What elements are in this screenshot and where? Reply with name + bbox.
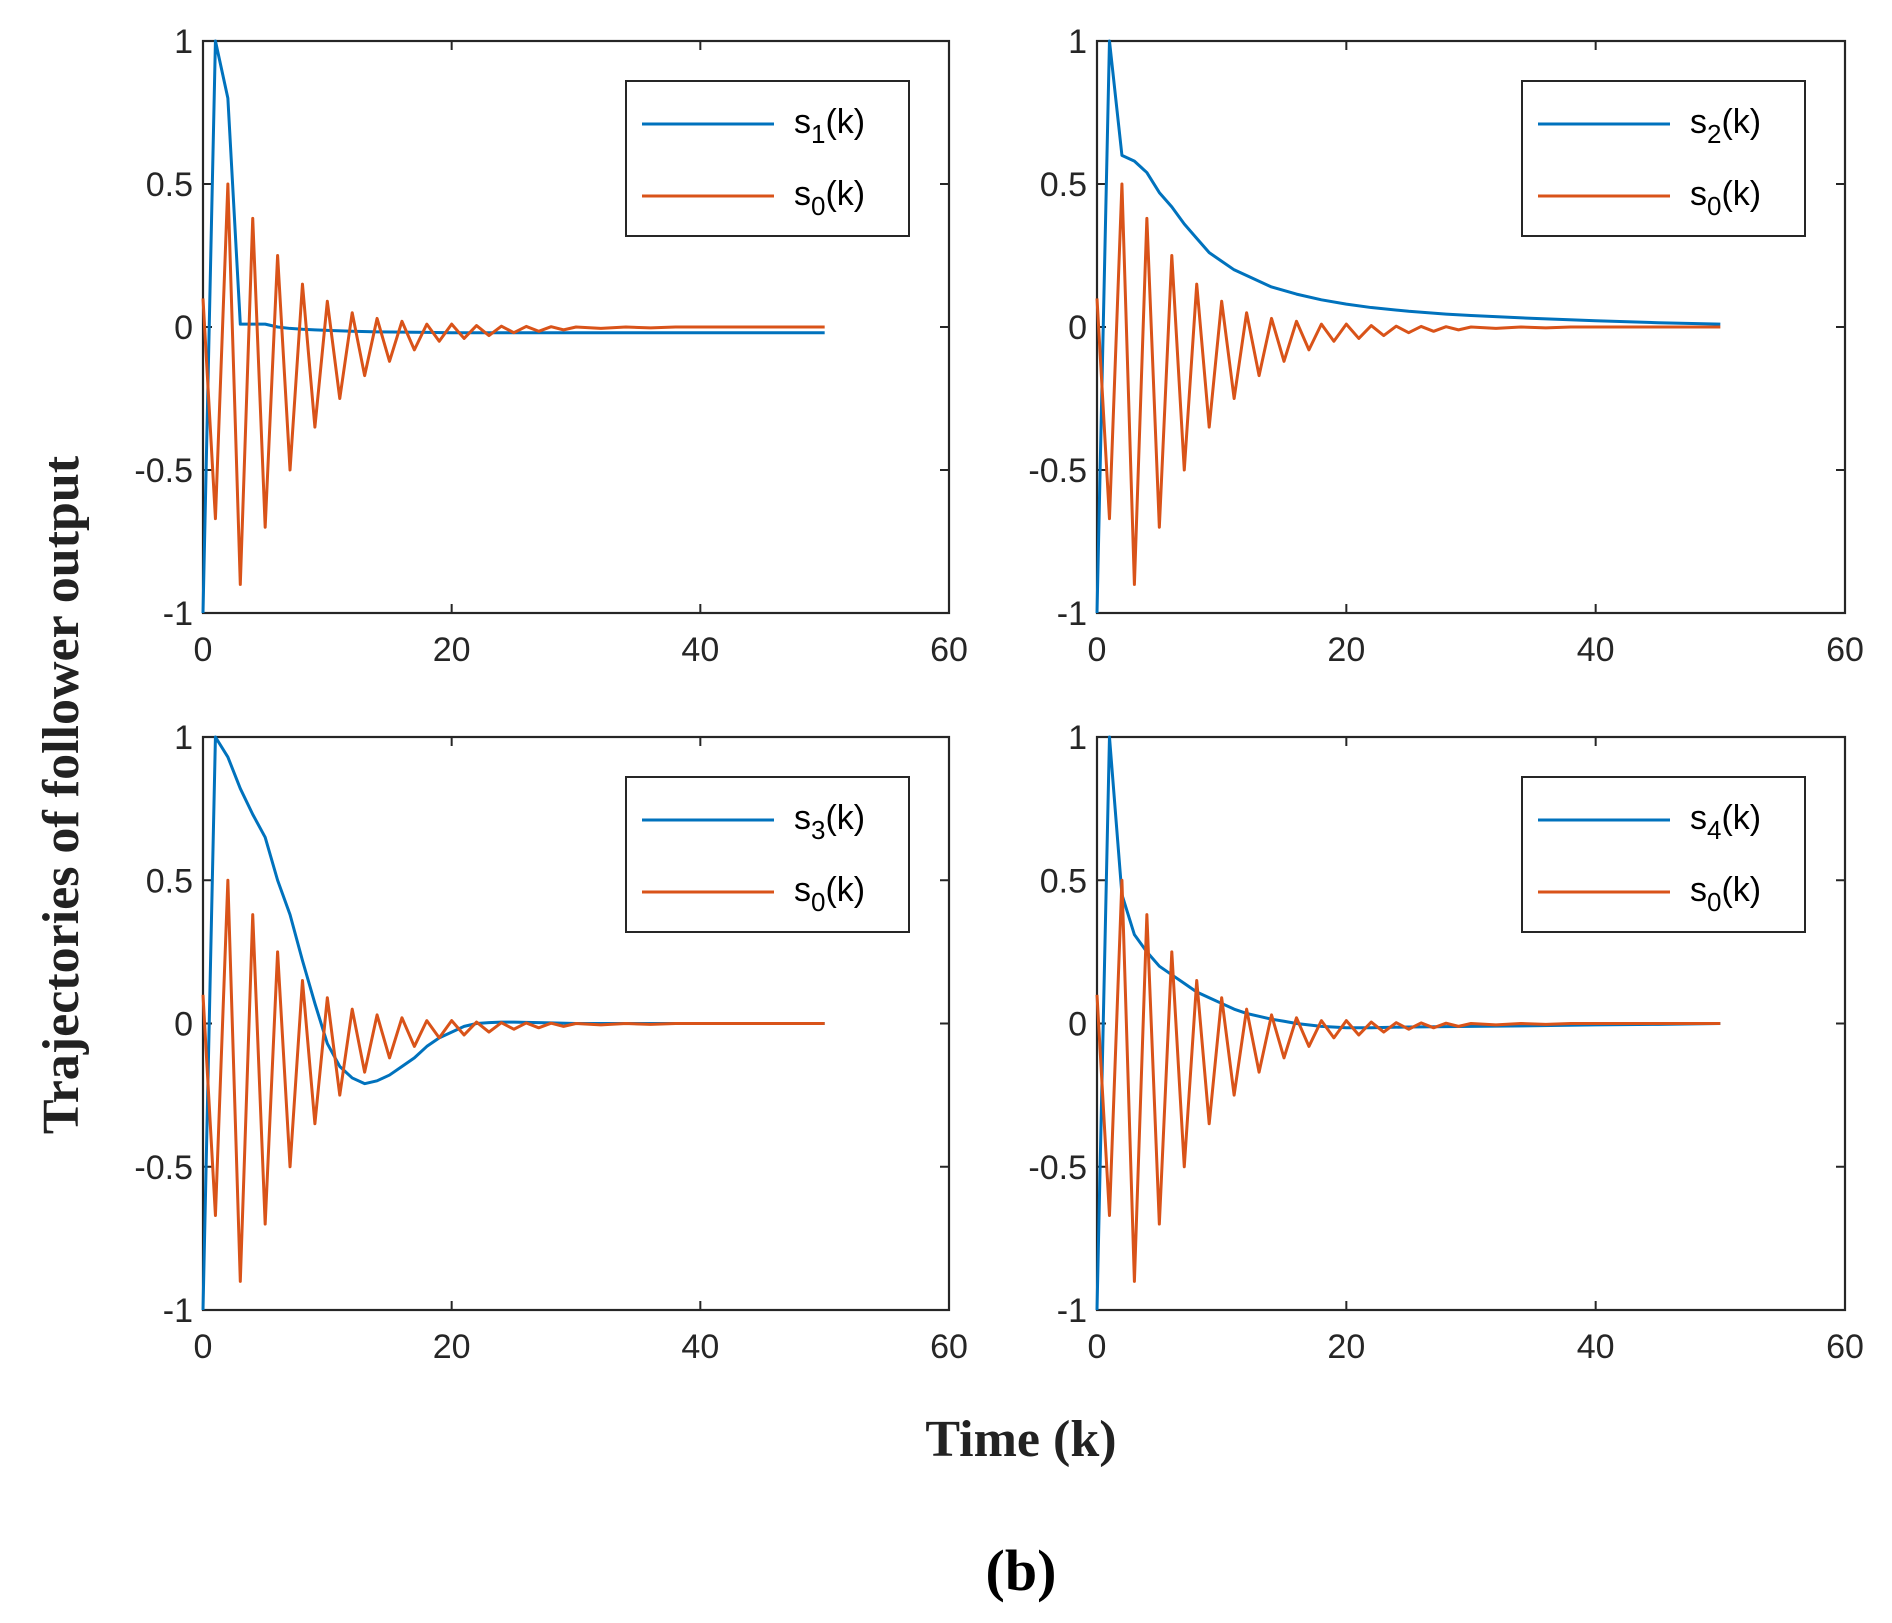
legend-label: s0(k) (794, 871, 865, 917)
y-tick-label: -1 (1057, 595, 1087, 633)
x-tick-label: 20 (1327, 1328, 1365, 1366)
x-tick-label: 0 (1088, 1328, 1107, 1366)
legend-box (625, 80, 910, 237)
x-tick-label: 0 (1088, 631, 1107, 669)
y-tick-label: 1 (1068, 719, 1087, 757)
x-tick-label: 60 (930, 1328, 968, 1366)
y-tick-label: 0.5 (146, 166, 193, 204)
series-line-s0k (1095, 182, 1721, 586)
x-tick-label: 0 (194, 1328, 213, 1366)
x-tick-label: 40 (1577, 631, 1615, 669)
legend-label: s0(k) (794, 175, 865, 221)
y-tick-label: -1 (163, 1292, 193, 1330)
legend-label: s0(k) (1690, 871, 1761, 917)
legend-label: s0(k) (1690, 175, 1761, 221)
y-tick-label: -0.5 (134, 452, 193, 490)
subplot-4: 0 20 40 60 -1 -0.5 0 0.5 1 s4(k) s0(k) (1028, 719, 1864, 1366)
y-axis-title: Trajectories of follower output (33, 455, 90, 1134)
legend-label: s1(k) (794, 103, 865, 149)
legend-label: s4(k) (1690, 799, 1761, 845)
series-line-s1k (201, 39, 825, 614)
legend-label: s2(k) (1690, 103, 1761, 149)
legend: s2(k) s0(k) (1521, 80, 1806, 237)
x-tick-label: 60 (1826, 1328, 1864, 1366)
subplot-3: 0 20 40 60 -1 -0.5 0 0.5 1 s3(k) s0(k) (134, 719, 968, 1366)
panel-label: (b) (986, 1538, 1057, 1603)
legend-box (625, 776, 910, 933)
x-axis-title: Time (k) (925, 1411, 1116, 1468)
legend: s3(k) s0(k) (625, 776, 910, 933)
y-tick-label: -1 (1057, 1292, 1087, 1330)
x-tick-label: 20 (1327, 631, 1365, 669)
x-tick-label: 40 (1577, 1328, 1615, 1366)
y-tick-label: 0.5 (1040, 166, 1087, 204)
legend-label: s3(k) (794, 799, 865, 845)
y-tick-label: -0.5 (1028, 1149, 1087, 1187)
x-tick-label: 20 (433, 631, 471, 669)
x-tick-label: 40 (681, 1328, 719, 1366)
y-tick-label: 0 (1068, 1006, 1087, 1044)
series-line-s0k (201, 182, 825, 586)
subplot-1: 0 20 40 60 -1 -0.5 0 0.5 1 s1(k) s0(k) (134, 23, 968, 669)
legend: s1(k) s0(k) (625, 80, 910, 237)
y-tick-label: 0 (1068, 309, 1087, 347)
x-tick-label: 40 (681, 631, 719, 669)
x-tick-label: 60 (930, 631, 968, 669)
series-line-s3k (201, 735, 825, 1311)
y-tick-label: 0 (174, 309, 193, 347)
x-tick-label: 60 (1826, 631, 1864, 669)
y-tick-label: 0.5 (1040, 862, 1087, 900)
y-tick-label: 0 (174, 1006, 193, 1044)
x-tick-label: 0 (194, 631, 213, 669)
y-tick-label: 0.5 (146, 862, 193, 900)
subplot-2: 0 20 40 60 -1 -0.5 0 0.5 1 s2(k) s0(k) (1028, 23, 1864, 669)
x-tick-label: 20 (433, 1328, 471, 1366)
y-tick-label: -0.5 (134, 1149, 193, 1187)
legend: s4(k) s0(k) (1521, 776, 1806, 933)
subplot-grid: 0 20 40 60 -1 -0.5 0 0.5 1 s1(k) s0(k) 0 20 40 60 -1 -0.… (134, 23, 1864, 1366)
series-line-s0k (201, 878, 825, 1283)
y-tick-label: 1 (1068, 23, 1087, 61)
series-line-s2k (1095, 39, 1721, 614)
legend-box (1521, 776, 1806, 933)
y-tick-label: -0.5 (1028, 452, 1087, 490)
series-line-s0k (1095, 878, 1721, 1283)
y-tick-label: -1 (163, 595, 193, 633)
legend-box (1521, 80, 1806, 237)
y-tick-label: 1 (174, 23, 193, 61)
y-tick-label: 1 (174, 719, 193, 757)
